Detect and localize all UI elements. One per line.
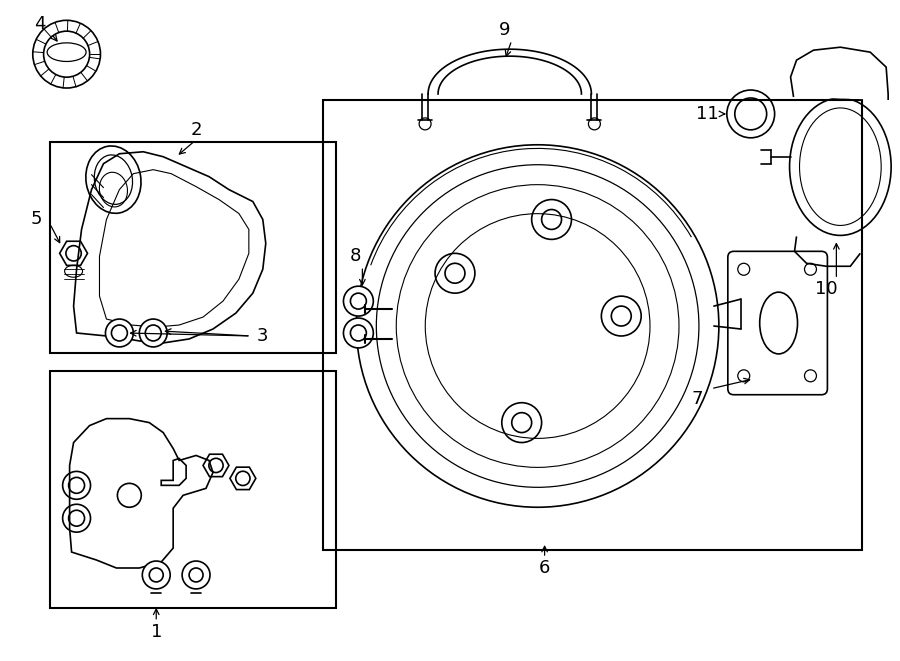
Circle shape	[105, 319, 133, 347]
Text: 2: 2	[190, 121, 202, 139]
Text: 8: 8	[350, 247, 361, 265]
Bar	[322, 100, 862, 550]
Text: 9: 9	[499, 21, 510, 39]
Text: 1: 1	[150, 623, 162, 641]
Polygon shape	[790, 47, 888, 100]
Text: 5: 5	[31, 210, 42, 229]
Circle shape	[142, 561, 170, 589]
Circle shape	[344, 318, 374, 348]
Text: 10: 10	[815, 280, 838, 298]
Bar	[50, 371, 337, 608]
Polygon shape	[74, 152, 265, 343]
Circle shape	[344, 286, 374, 316]
Text: 4: 4	[34, 15, 46, 33]
Text: 11: 11	[696, 105, 718, 123]
Circle shape	[140, 319, 167, 347]
Text: 6: 6	[539, 559, 550, 577]
Text: 7: 7	[691, 390, 703, 408]
FancyBboxPatch shape	[728, 251, 827, 395]
Text: 3: 3	[257, 327, 268, 345]
Polygon shape	[69, 418, 213, 568]
Bar	[50, 142, 337, 353]
Circle shape	[182, 561, 210, 589]
